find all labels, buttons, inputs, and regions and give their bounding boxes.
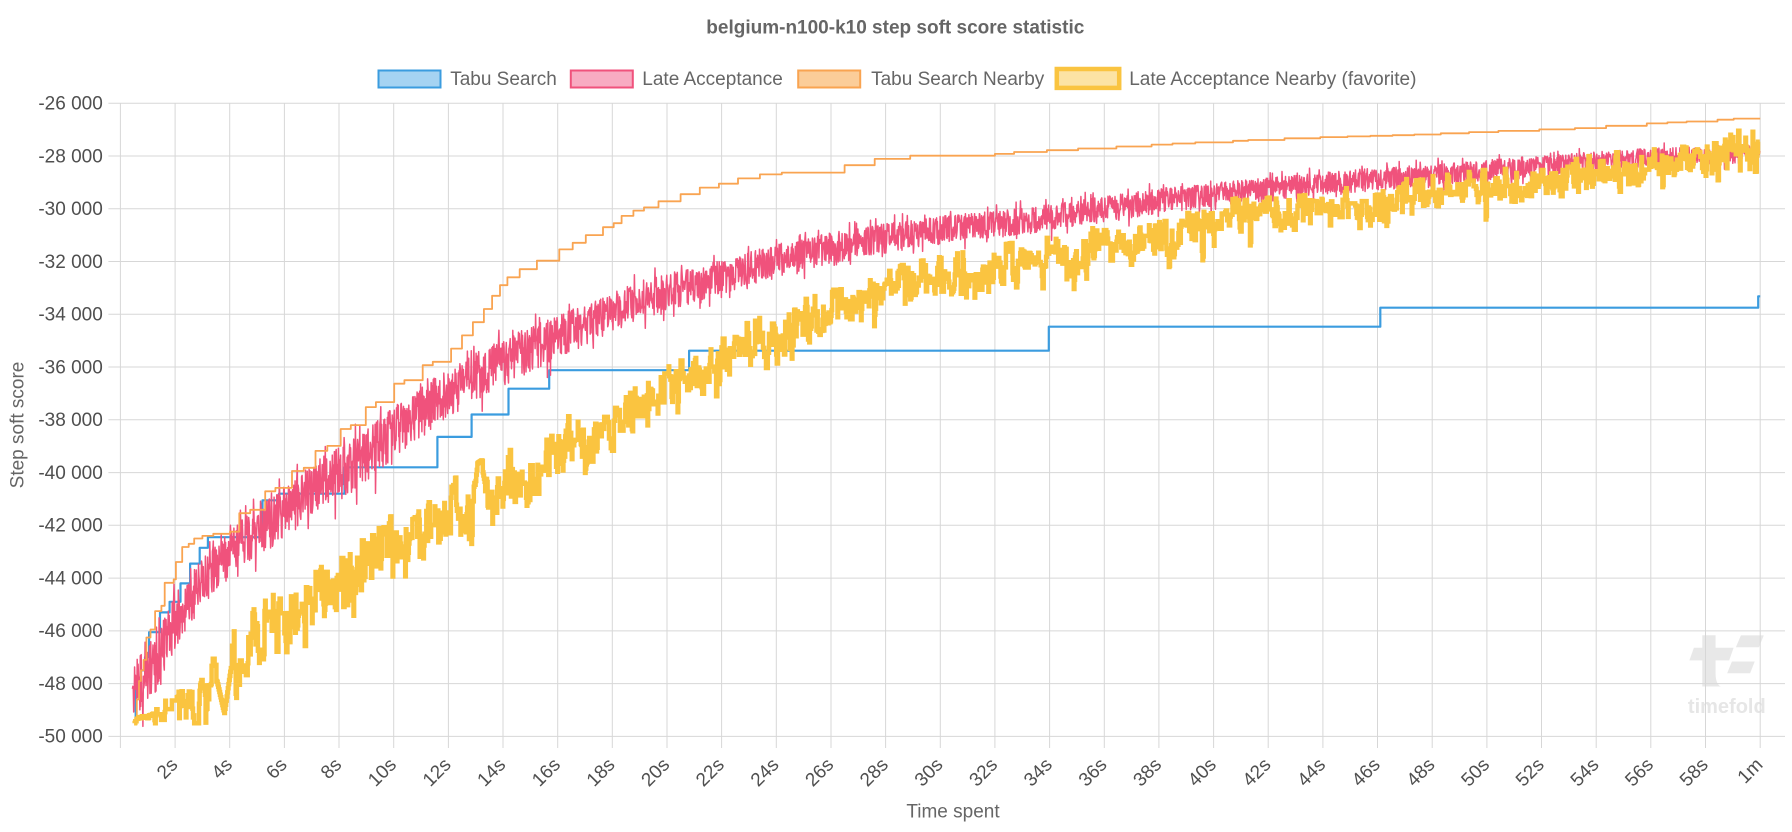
svg-text:Tabu Search Nearby: Tabu Search Nearby	[871, 69, 1045, 90]
svg-text:-48 000: -48 000	[38, 674, 102, 695]
svg-text:Late Acceptance: Late Acceptance	[642, 69, 783, 90]
svg-text:-38 000: -38 000	[38, 410, 102, 431]
svg-text:timefold: timefold	[1688, 696, 1766, 718]
svg-text:-50 000: -50 000	[38, 727, 102, 748]
svg-text:Tabu Search: Tabu Search	[450, 69, 557, 90]
svg-text:-46 000: -46 000	[38, 621, 102, 642]
svg-text:-32 000: -32 000	[38, 252, 102, 273]
svg-text:-34 000: -34 000	[38, 305, 102, 326]
svg-text:-26 000: -26 000	[38, 94, 102, 115]
svg-text:-40 000: -40 000	[38, 463, 102, 484]
svg-text:-44 000: -44 000	[38, 568, 102, 589]
svg-text:belgium-n100-k10 step soft sco: belgium-n100-k10 step soft score statist…	[706, 17, 1084, 38]
svg-text:-28 000: -28 000	[38, 146, 102, 167]
svg-text:Late Acceptance Nearby (favori: Late Acceptance Nearby (favorite)	[1129, 69, 1416, 90]
svg-text:-36 000: -36 000	[38, 357, 102, 378]
svg-text:-42 000: -42 000	[38, 516, 102, 537]
svg-text:-30 000: -30 000	[38, 199, 102, 220]
svg-text:Time spent: Time spent	[906, 802, 1000, 823]
svg-text:Step soft score: Step soft score	[8, 362, 29, 489]
